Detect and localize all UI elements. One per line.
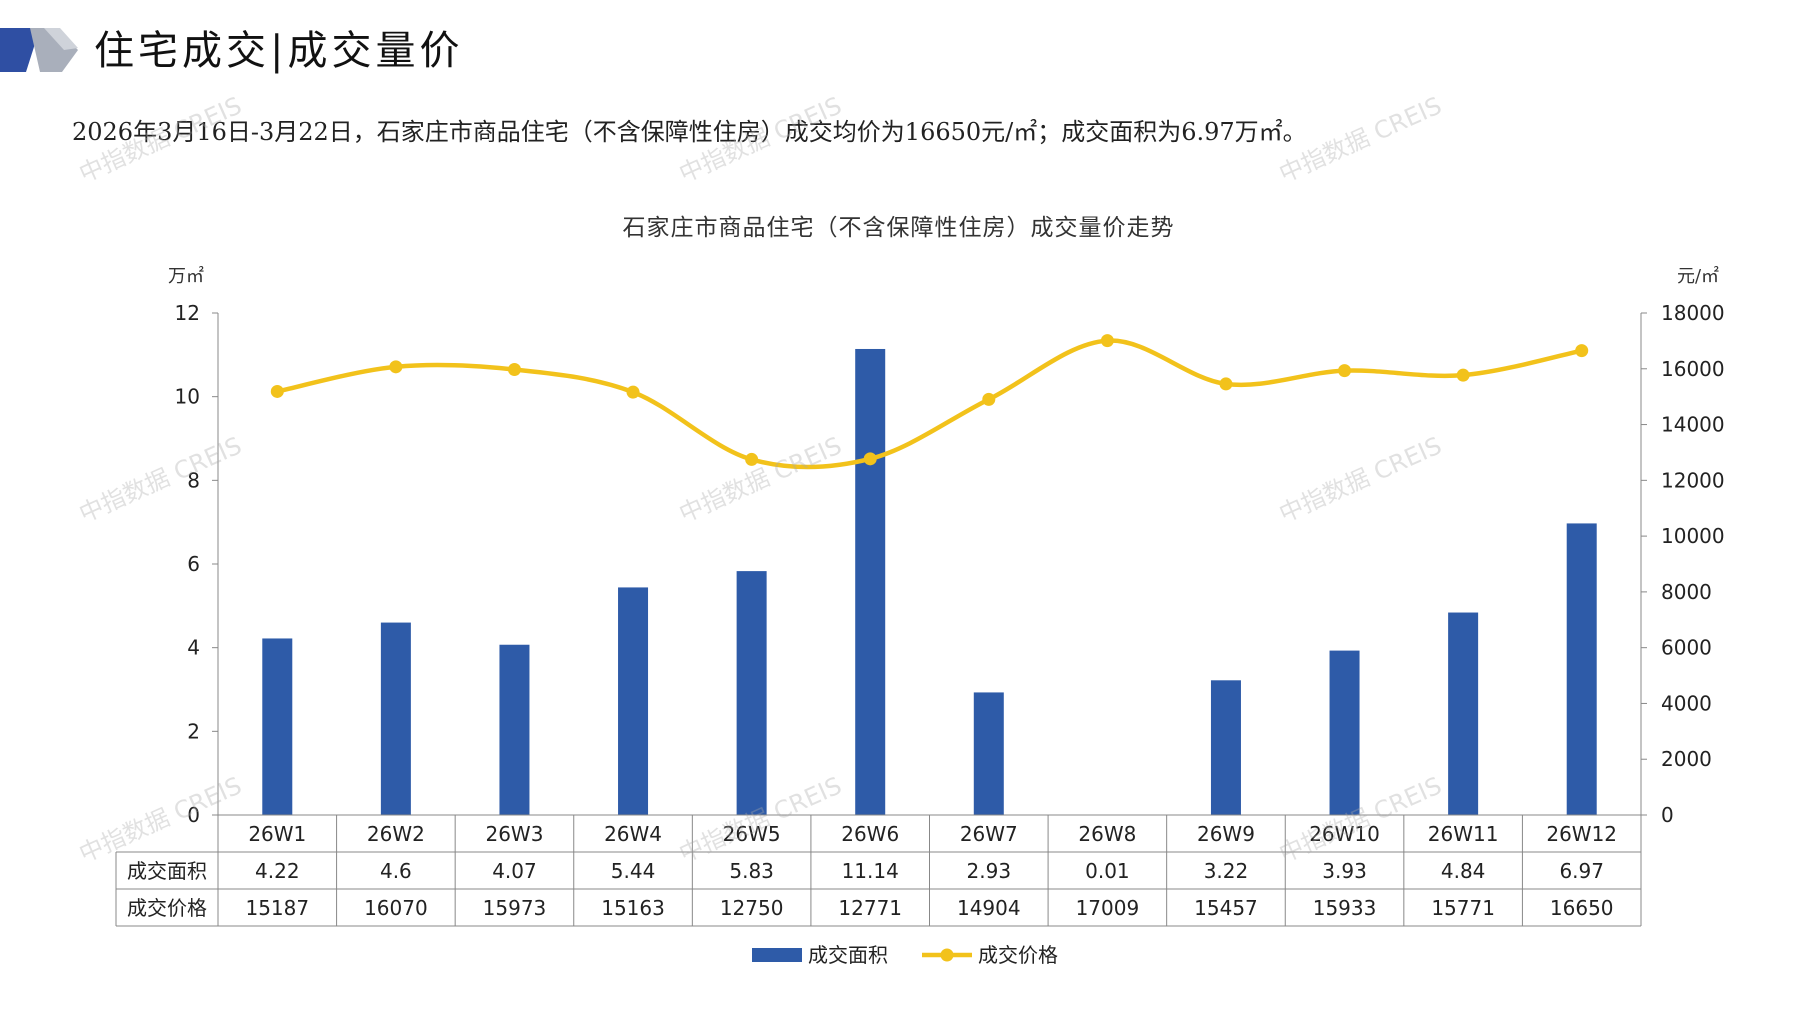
price-point (863, 452, 877, 466)
right-tick-label: 4000 (1661, 691, 1712, 715)
right-tick-label: 14000 (1661, 413, 1725, 437)
table-value: 15163 (601, 896, 665, 920)
table-value: 15933 (1313, 896, 1377, 920)
table-value: 14904 (957, 896, 1021, 920)
category-label: 26W2 (367, 822, 425, 846)
left-tick-label: 2 (187, 719, 200, 743)
left-tick-label: 10 (175, 385, 200, 409)
right-tick-label: 18000 (1661, 301, 1725, 325)
bar (855, 348, 886, 815)
left-axis-unit: 万㎡ (168, 265, 204, 287)
table-value: 12771 (838, 896, 902, 920)
bar (262, 638, 293, 815)
table-value: 3.93 (1322, 859, 1367, 883)
table-value: 12750 (720, 896, 784, 920)
category-label: 26W3 (485, 822, 543, 846)
bar (736, 571, 767, 815)
price-line (276, 338, 1583, 470)
price-point (1219, 377, 1233, 391)
table-value: 15457 (1194, 896, 1258, 920)
bar (973, 692, 1004, 815)
price-point (1575, 344, 1589, 358)
right-tick-label: 8000 (1661, 580, 1712, 604)
category-label: 26W9 (1197, 822, 1255, 846)
category-label: 26W7 (960, 822, 1018, 846)
category-label: 26W6 (841, 822, 899, 846)
right-tick-label: 2000 (1661, 747, 1712, 771)
legend-bar-swatch (752, 948, 802, 962)
bar (499, 644, 530, 815)
bar (1566, 523, 1597, 815)
right-tick-label: 12000 (1661, 468, 1725, 492)
right-tick-label: 6000 (1661, 636, 1712, 660)
table-value: 2.93 (967, 859, 1012, 883)
price-point (507, 363, 521, 377)
table-row-label: 成交价格 (127, 896, 207, 920)
table-value: 5.83 (729, 859, 774, 883)
table-value: 0.01 (1085, 859, 1130, 883)
price-point (1338, 364, 1352, 378)
table-value: 15973 (483, 896, 547, 920)
table-value: 16070 (364, 896, 428, 920)
table-value: 5.44 (611, 859, 656, 883)
legend-line-label: 成交价格 (978, 943, 1058, 967)
price-point (1456, 368, 1470, 382)
category-label: 26W1 (248, 822, 306, 846)
category-label: 26W11 (1428, 822, 1499, 846)
table-row-label: 成交面积 (127, 859, 207, 883)
category-label: 26W8 (1078, 822, 1136, 846)
table-value: 11.14 (842, 859, 899, 883)
left-tick-label: 4 (187, 636, 200, 660)
summary-text: 2026年3月16日-3月22日，石家庄市商品住宅（不含保障性住房）成交均价为1… (72, 118, 1307, 146)
table-value: 4.07 (492, 859, 537, 883)
table-value: 4.84 (1441, 859, 1486, 883)
table-value: 4.22 (255, 859, 300, 883)
legend-bar-label: 成交面积 (808, 943, 888, 967)
price-point (270, 384, 284, 398)
category-label: 26W4 (604, 822, 662, 846)
bar (618, 587, 649, 815)
table-value: 6.97 (1559, 859, 1604, 883)
bar (1329, 650, 1360, 815)
right-axis-unit: 元/㎡ (1677, 265, 1719, 287)
bar (1210, 680, 1241, 815)
table-value: 3.22 (1204, 859, 1249, 883)
table-value: 4.6 (380, 859, 412, 883)
price-point (389, 360, 403, 374)
category-label: 26W5 (723, 822, 781, 846)
right-tick-label: 16000 (1661, 357, 1725, 381)
category-label: 26W10 (1309, 822, 1380, 846)
left-tick-label: 6 (187, 552, 200, 576)
price-point (626, 385, 640, 399)
price-point (982, 392, 996, 406)
page-title: 住宅成交|成交量价 (94, 28, 464, 74)
price-point (1100, 334, 1114, 348)
brand-logo-block (0, 28, 78, 72)
left-tick-label: 0 (187, 803, 200, 827)
right-tick-label: 10000 (1661, 524, 1725, 548)
table-value: 17009 (1076, 896, 1140, 920)
legend-line-marker (940, 948, 954, 962)
table-value: 15187 (245, 896, 309, 920)
left-tick-label: 8 (187, 468, 200, 492)
left-tick-label: 12 (175, 301, 200, 325)
table-value: 16650 (1550, 896, 1614, 920)
chart-title: 石家庄市商品住宅（不含保障性住房）成交量价走势 (622, 215, 1175, 241)
table-value: 15771 (1431, 896, 1495, 920)
bar (380, 622, 411, 815)
right-tick-label: 0 (1661, 803, 1674, 827)
category-label: 26W12 (1546, 822, 1617, 846)
bar (1448, 612, 1479, 815)
price-point (745, 452, 759, 466)
